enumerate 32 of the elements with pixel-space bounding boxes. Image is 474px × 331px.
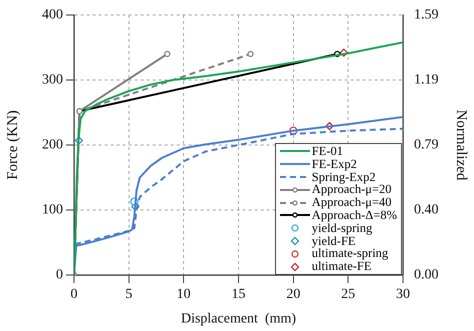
- y-tick-label: 300: [42, 72, 63, 88]
- x-tick-label: 30: [396, 287, 410, 302]
- legend-label: FE-Exp2: [312, 156, 357, 171]
- legend-label: ultimate-FE: [312, 259, 372, 274]
- x-axis-title: Displacement (mm): [180, 311, 296, 326]
- y2-tick-label: 0.40: [414, 202, 438, 218]
- y2-tick-label: 0.00: [414, 268, 438, 283]
- y2-axis-title: Normalized: [453, 110, 470, 181]
- point: [247, 50, 254, 58]
- legend-label: FE-01: [312, 144, 344, 158]
- x-tick-label: 10: [176, 287, 191, 302]
- y2-tick-label: 0.79: [414, 138, 438, 153]
- point: [164, 50, 170, 58]
- y-tick-label: 0: [56, 268, 63, 283]
- x-tick-label: 0: [70, 287, 78, 302]
- legend-label: ultimate-spring: [312, 246, 388, 260]
- x-tick-label: 5: [125, 287, 132, 302]
- legend-label: Spring-Exp2: [312, 170, 376, 184]
- legend-label: yield-spring: [312, 220, 372, 235]
- x-tick-label: 25: [341, 287, 356, 302]
- y-tick-label: 200: [42, 138, 63, 153]
- y-axis-title: Force (KN): [4, 110, 21, 180]
- legend-label: Approach-μ=40: [312, 195, 392, 210]
- y-tick-label: 100: [42, 202, 63, 218]
- legend-label: Approach-Δ=8%: [312, 208, 397, 222]
- legend-label: Approach-μ=20: [312, 182, 392, 196]
- y2-tick-label: 1.59: [414, 8, 438, 23]
- x-tick-label: 20: [286, 287, 300, 302]
- legend-label: yield-FE: [312, 234, 356, 248]
- y2-tick-label: 1.19: [414, 72, 438, 88]
- x-tick-label: 15: [232, 287, 246, 302]
- y-tick-label: 400: [42, 8, 63, 23]
